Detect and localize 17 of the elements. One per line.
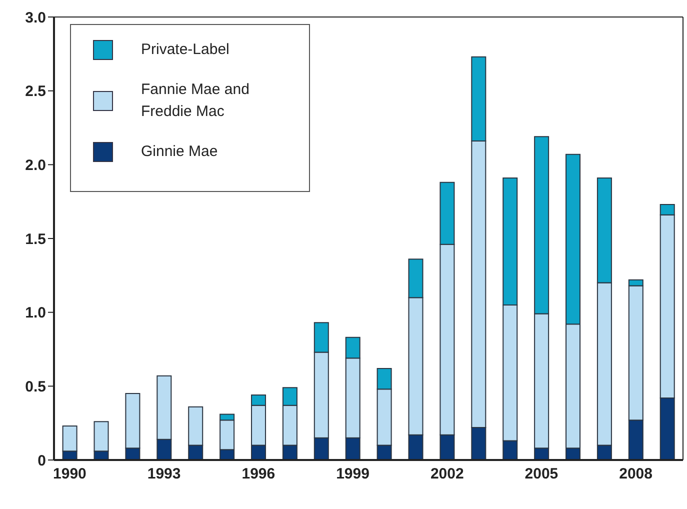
y-tick-label: 0.5 bbox=[25, 378, 46, 396]
legend-label: Fannie Mae and Freddie Mac bbox=[141, 80, 250, 122]
x-tick-label: 2002 bbox=[430, 466, 464, 483]
y-tick-label: 2.5 bbox=[25, 83, 46, 100]
legend-label: Ginnie Mae bbox=[141, 142, 218, 162]
x-tick-label: 1999 bbox=[336, 466, 370, 483]
x-tick-label: 1990 bbox=[53, 466, 86, 483]
x-tick-label: 1996 bbox=[242, 466, 276, 483]
y-tick-label: 3.0 bbox=[25, 9, 46, 26]
x-tick-label: 2008 bbox=[619, 466, 653, 483]
x-tick-label: 2005 bbox=[524, 466, 558, 483]
y-tick-label: 1.0 bbox=[25, 304, 46, 322]
x-tick-label: 1993 bbox=[147, 466, 181, 483]
y-tick-label: 2.0 bbox=[25, 156, 46, 174]
y-tick-label: 0 bbox=[38, 452, 46, 470]
legend-label: Private-Label bbox=[141, 40, 230, 60]
y-tick-label: 1.5 bbox=[25, 230, 46, 248]
